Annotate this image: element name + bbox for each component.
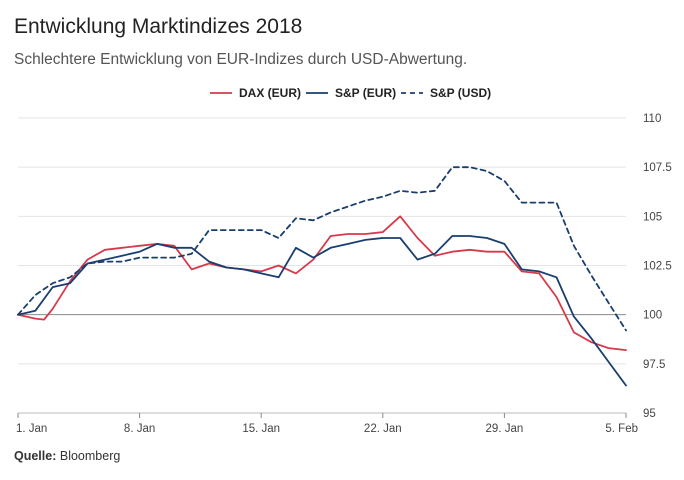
y-tick-label: 107.5 <box>643 162 672 174</box>
x-axis: 1. Jan 8. Jan 15. Jan 22. Jan 29. Jan 5. Feb <box>16 412 638 435</box>
y-axis: 95 97.5 100 102.5 105 107.5 110 <box>643 113 672 420</box>
chart-subtitle: Schlechtere Entwicklung von EUR-Indizes … <box>14 51 468 68</box>
legend-label: S&P (EUR) <box>335 86 396 100</box>
x-tick-label: 29. Jan <box>486 423 524 435</box>
source-value: Bloomberg <box>59 449 121 463</box>
grid-lines <box>18 117 626 365</box>
x-tick-label: 8. Jan <box>124 423 155 435</box>
series-line-s-p-eur <box>17 235 627 387</box>
y-tick-label: 95 <box>643 408 656 420</box>
x-tick-label: 1. Jan <box>16 423 47 435</box>
y-tick-label: 105 <box>643 211 662 223</box>
y-tick-label: 110 <box>643 113 661 125</box>
source-label: Quelle: <box>14 449 57 463</box>
legend-label: S&P (USD) <box>430 86 491 100</box>
legend-label: DAX (EUR) <box>239 86 301 100</box>
source-note: Quelle: Bloomberg <box>14 449 120 463</box>
x-tick-label: 22. Jan <box>364 423 402 435</box>
series-lines <box>17 166 627 387</box>
series-line-dax-eur <box>17 215 627 351</box>
legend: DAX (EUR) S&P (EUR) S&P (USD) <box>210 86 491 100</box>
chart-title: Entwicklung Marktindizes 2018 <box>14 15 303 38</box>
x-tick-label: 5. Feb <box>605 423 638 435</box>
y-tick-label: 97.5 <box>643 359 665 371</box>
series-line-s-p-usd <box>17 166 627 332</box>
x-tick-label: 15. Jan <box>242 423 280 435</box>
y-tick-label: 102.5 <box>643 261 672 273</box>
y-tick-label: 100 <box>643 310 662 322</box>
